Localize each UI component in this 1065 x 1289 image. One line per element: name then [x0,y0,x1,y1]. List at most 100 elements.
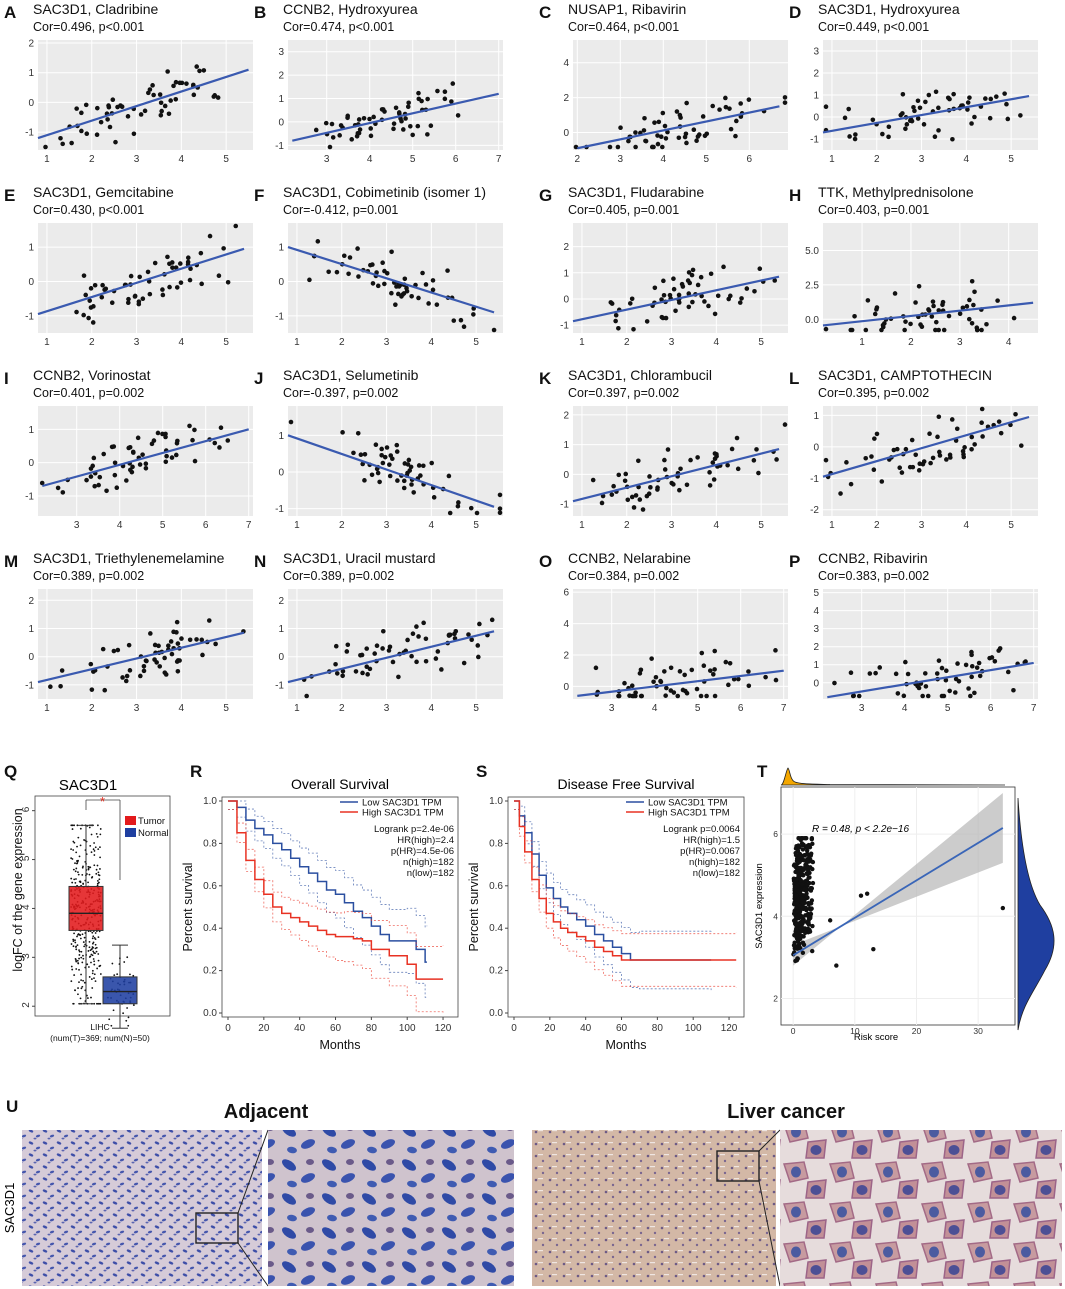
data-point [137,274,142,280]
km-curve [514,800,737,961]
y-tick-label: 1 [278,243,284,254]
fit-line [292,92,499,142]
t-point [871,946,876,952]
data-point [123,678,129,684]
data-point [466,632,471,637]
q-tumor-point [75,968,78,970]
data-point [908,321,913,327]
data-point [954,426,960,432]
q-tumor-point [99,828,102,830]
data-point [338,123,344,128]
data-point [91,455,97,461]
data-point [901,693,907,699]
km-stat: Logrank p=2.4e-06 [374,824,454,835]
data-point [658,679,664,685]
data-point [435,88,440,94]
data-point [409,293,414,299]
data-point [852,136,858,142]
data-point [656,119,662,125]
data-point [430,287,436,293]
data-point [394,449,400,454]
q-tumor-point [75,878,77,880]
plot-background [38,223,253,333]
data-point [957,311,963,317]
data-point [442,96,448,102]
data-point [712,693,718,699]
data-point [663,315,669,321]
t-point [794,934,799,939]
data-point [375,283,381,289]
q-tumor-point [94,932,97,934]
data-point [936,414,942,420]
data-point [92,282,98,288]
data-point [169,455,175,460]
data-point [912,108,917,114]
q-tumor-point [86,963,89,966]
data-point [380,107,386,112]
data-point [772,278,778,283]
x-tick-label: 1 [579,520,585,531]
data-point [143,465,149,471]
x-tick-label: 6 [988,703,994,714]
q-tumor-point [88,976,91,978]
ihc-cancer-zoom-line-bottom [758,1180,781,1287]
data-point [930,455,936,461]
data-point [197,68,202,74]
data-point [838,491,843,496]
data-point [1011,315,1017,321]
data-point [147,291,153,297]
data-point [215,95,221,100]
q-tumor-point [95,950,98,953]
data-point [682,672,687,678]
panel-e: E SAC3D1, Gemcitabine Cor=0.430, p<0.001 1 2… [4,184,253,348]
data-point [969,663,975,669]
data-point [673,308,678,314]
data-point [489,617,495,623]
data-point [1002,91,1007,96]
data-point [143,461,149,467]
x-tick-label: 2 [89,703,95,714]
data-point [160,431,165,437]
data-point [900,111,905,116]
panel-cor: Cor=0.474, p<0.001 [283,20,394,34]
q-tumor-point [78,950,81,953]
data-point [416,90,421,96]
km-x-tick-label: 40 [580,1023,592,1034]
data-point [88,305,94,310]
q-tumor-point [77,836,80,839]
x-tick-label: 3 [384,703,390,714]
km-stat: Logrank p=0.0064 [663,824,740,835]
data-point [397,111,402,117]
data-point [414,624,419,629]
panel-letter: J [254,369,263,388]
t-point [827,918,833,923]
data-point [163,434,168,440]
panel-letter: A [4,3,16,22]
data-point [387,462,392,467]
data-point [345,115,350,121]
data-point [694,686,700,692]
data-point [638,667,644,673]
panel-cor: Cor=-0.397, p=0.002 [283,386,398,400]
q-tumor-point [97,953,100,955]
q-tumor-point [87,950,90,952]
q-tumor-point [71,968,74,971]
q-tumor-point [96,864,99,867]
q-tumor-point [90,851,93,854]
data-point [676,135,682,141]
data-point [763,674,768,680]
q-tumor-point [83,936,86,939]
data-point [164,453,169,459]
data-point [1018,113,1023,118]
t-point [800,950,806,956]
q-normal-point [122,1012,125,1015]
q-tumor-point [91,987,94,989]
data-point [382,281,387,287]
data-point [382,454,388,460]
data-point [456,500,461,505]
q-tumor-point [75,960,78,963]
km-stat: n(high)=182 [403,857,454,868]
data-point [221,246,226,251]
y-tick-label: 2 [563,410,569,421]
data-point [647,474,652,479]
